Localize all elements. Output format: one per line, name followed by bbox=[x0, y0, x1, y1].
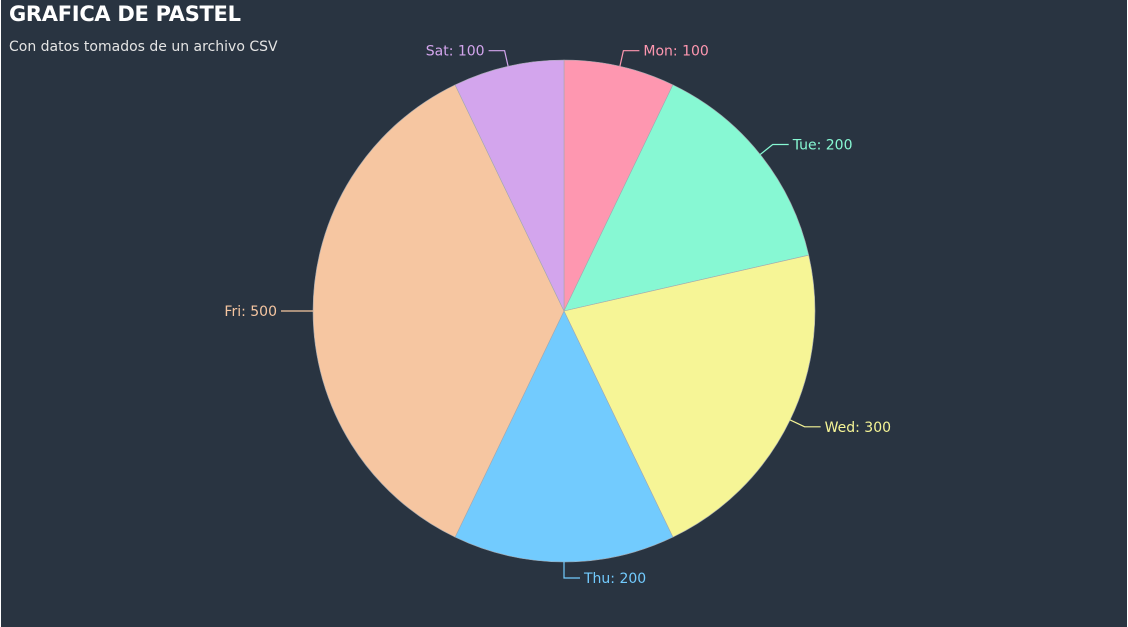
data-label-tue: Tue: 200 bbox=[792, 138, 853, 154]
label-line-thu bbox=[563, 562, 580, 579]
data-label-fri: Fri: 500 bbox=[224, 304, 277, 320]
pie-slice-fri[interactable] bbox=[312, 84, 565, 538]
pie-slice-sat[interactable] bbox=[454, 59, 565, 312]
pie-slice-thu[interactable] bbox=[454, 310, 674, 563]
label-line-wed bbox=[789, 419, 821, 428]
label-line-mon bbox=[619, 50, 640, 67]
data-label-mon: Mon: 100 bbox=[643, 44, 708, 60]
label-line-sat bbox=[488, 50, 509, 67]
chart-title: GRAFICA DE PASTEL bbox=[9, 2, 241, 26]
data-label-sat: Sat: 100 bbox=[426, 44, 485, 60]
pie-slice-mon[interactable] bbox=[563, 59, 674, 312]
data-label-wed: Wed: 300 bbox=[825, 420, 891, 436]
label-line-tue bbox=[759, 143, 789, 155]
data-label-thu: Thu: 200 bbox=[583, 571, 646, 587]
chart-subtitle: Con datos tomados de un archivo CSV bbox=[9, 39, 278, 55]
